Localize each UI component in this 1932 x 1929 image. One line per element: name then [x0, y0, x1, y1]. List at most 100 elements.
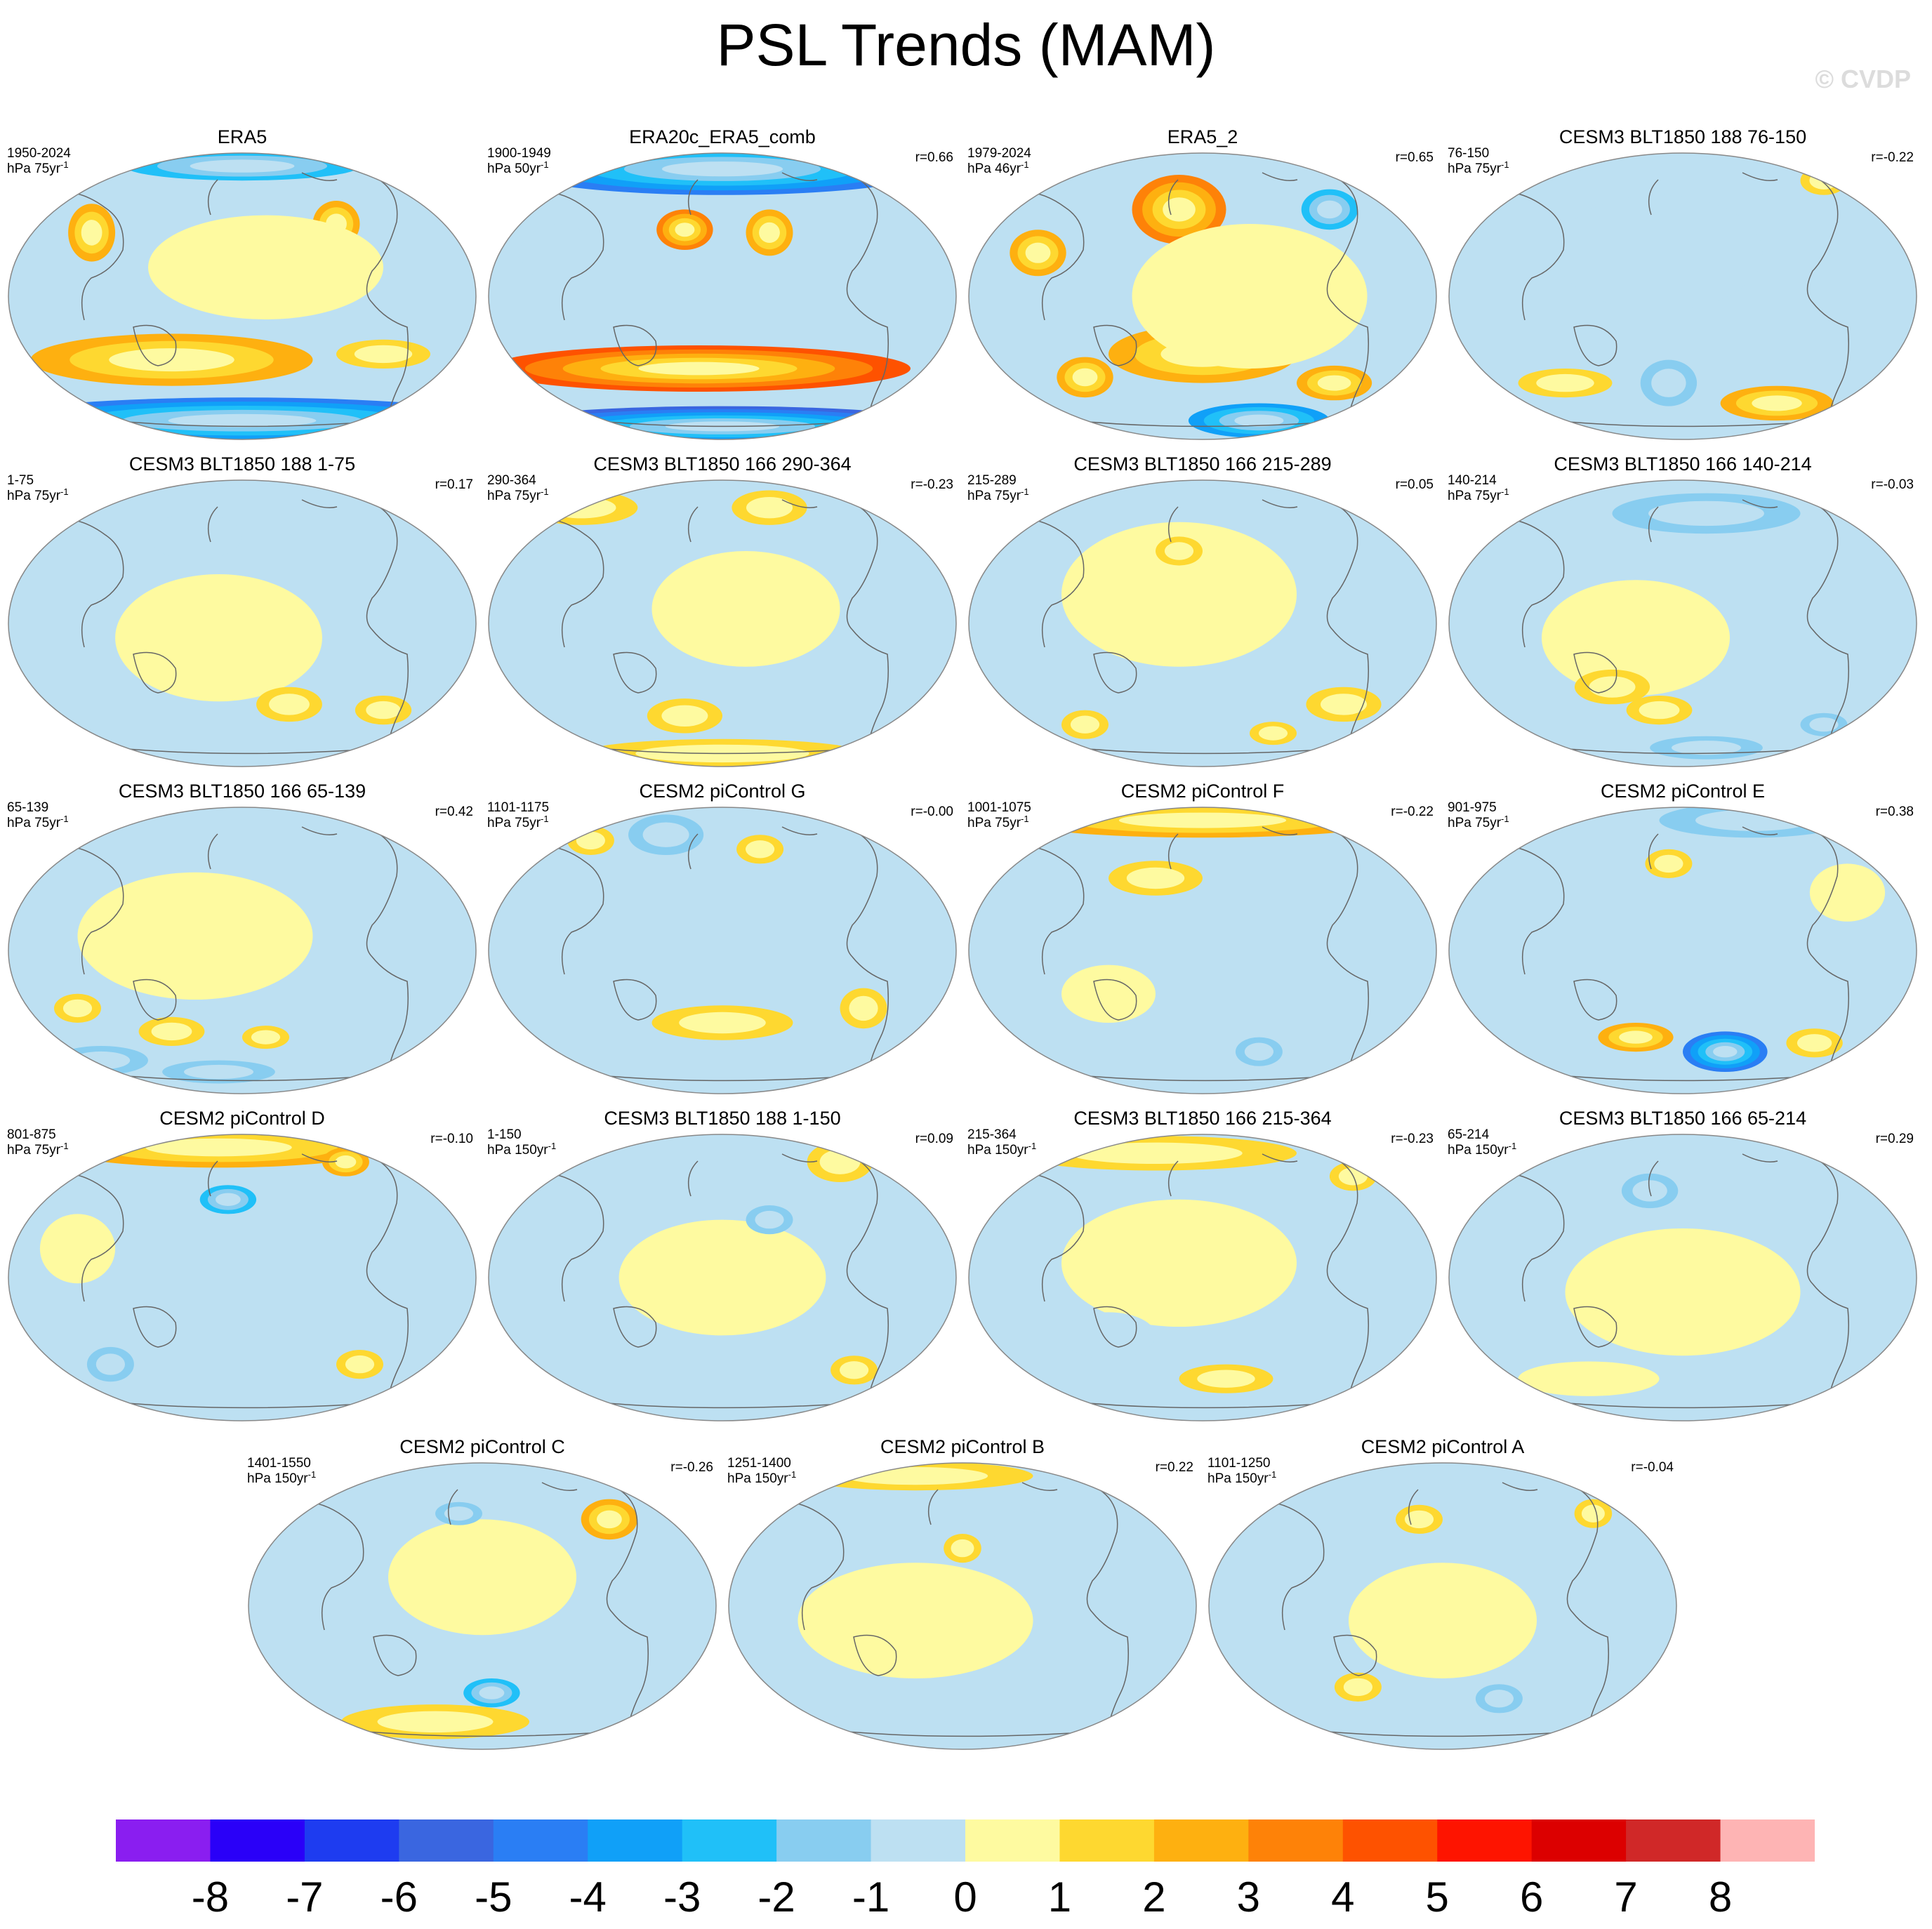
- map-outline: [1448, 1134, 1917, 1421]
- map-outline: [728, 1462, 1197, 1750]
- trend-contour: [1777, 1364, 1824, 1393]
- panel-period: 1-75: [7, 473, 34, 488]
- coastline: [1262, 499, 1298, 508]
- trend-contour: [354, 345, 413, 364]
- coastline: [1262, 1153, 1298, 1162]
- coastline: [1093, 1306, 1137, 1348]
- trend-contour: [1321, 694, 1367, 715]
- trend-contour: [62, 999, 93, 1018]
- panel-units: hPa 75yr-1: [967, 814, 1029, 831]
- colorbar: [116, 1819, 1815, 1862]
- panel-units-exponent: -1: [60, 486, 69, 497]
- trend-contour: [168, 413, 317, 427]
- map-panel: ERA5 1950-2024 hPa 75yr-1: [7, 125, 477, 455]
- coastline: [781, 1153, 818, 1162]
- coastline: [1573, 651, 1617, 694]
- colorbar-tick-label: 4: [1331, 1874, 1355, 1921]
- panel-period: 140-214: [1448, 473, 1497, 488]
- panel-units-exponent: -1: [548, 1141, 557, 1151]
- colorbar-swatch: [682, 1819, 777, 1862]
- panel-correlation: r=-0.04: [1631, 1460, 1674, 1475]
- trend-contour: [1197, 1370, 1255, 1388]
- panel-correlation: r=0.09: [915, 1132, 953, 1146]
- colorbar-swatch: [493, 1819, 588, 1862]
- trend-contour: [1695, 809, 1811, 831]
- trend-map: [968, 152, 1437, 440]
- panel-units-exponent: -1: [1021, 814, 1029, 824]
- panel-units: hPa 75yr-1: [7, 814, 69, 831]
- panel-correlation: r=-0.23: [1391, 1132, 1434, 1146]
- trend-contour: [148, 513, 242, 560]
- panel-units-text: hPa 75yr: [967, 816, 1021, 830]
- coastline: [1326, 1160, 1369, 1407]
- map-panel: CESM3 BLT1850 166 290-364 290-364 hPa 75yr…: [487, 452, 958, 782]
- panel-correlation: r=-0.03: [1871, 477, 1914, 492]
- panel-units: hPa 150yr-1: [487, 1141, 557, 1158]
- colorbar-tick-label: 3: [1236, 1874, 1261, 1921]
- colorbar-swatch: [776, 1819, 872, 1862]
- coastline: [366, 179, 409, 426]
- coastline: [207, 1160, 218, 1197]
- coastline: [48, 191, 124, 321]
- trend-contour: [1068, 1142, 1243, 1164]
- coastline: [48, 518, 124, 648]
- coastline: [1573, 1306, 1617, 1348]
- coastline: [529, 191, 604, 321]
- coastline: [1489, 845, 1565, 975]
- trend-contour: [251, 1030, 281, 1045]
- coastline: [207, 179, 218, 216]
- colorbar-swatch: [1059, 1819, 1155, 1862]
- trend-contour: [1518, 1361, 1660, 1396]
- trend-contour: [1797, 1034, 1832, 1052]
- trend-contour: [638, 362, 760, 376]
- colorbar-tick-label: -8: [191, 1874, 230, 1921]
- trend-contour: [1651, 369, 1686, 397]
- colorbar-tick-label: -5: [475, 1874, 512, 1921]
- coastline: [1009, 845, 1085, 975]
- colorbar-swatch: [210, 1819, 305, 1862]
- coastline: [541, 1482, 578, 1491]
- trend-contour: [1752, 395, 1802, 411]
- colorbar-tick-label: 1: [1047, 1874, 1072, 1921]
- coastline: [613, 651, 657, 694]
- trend-contour: [1164, 542, 1194, 560]
- trend-map: [1448, 807, 1917, 1094]
- map-background: [489, 807, 956, 1094]
- colorbar-swatch: [304, 1819, 399, 1862]
- coastline: [853, 1634, 897, 1676]
- panel-correlation: r=-0.10: [430, 1132, 473, 1146]
- coastline: [529, 845, 604, 975]
- trend-contour: [1713, 1046, 1738, 1058]
- trend-contour: [1809, 863, 1886, 922]
- panel-title: CESM2 piControl G: [639, 781, 806, 802]
- map-panel: CESM3 BLT1850 166 215-364 215-364 hPa 150y…: [967, 1106, 1438, 1436]
- trend-contour: [184, 1064, 253, 1080]
- coastline: [1742, 172, 1778, 181]
- map-panel: CESM3 BLT1850 166 65-214 65-214 hPa 150yr-…: [1448, 1106, 1918, 1436]
- panel-title: CESM3 BLT1850 166 215-364: [1073, 1108, 1332, 1129]
- coastline: [927, 1489, 939, 1525]
- trend-contour: [1343, 1678, 1372, 1697]
- panel-units: hPa 75yr-1: [487, 486, 549, 504]
- trend-contour: [1132, 224, 1368, 369]
- coastline: [1648, 179, 1659, 216]
- trend-contour: [840, 1361, 869, 1379]
- map-panel: CESM2 piControl A 1101-1250 hPa 150yr-1 r=-…: [1208, 1435, 1678, 1765]
- panel-units-exponent: -1: [541, 486, 549, 497]
- colorbar-swatch: [399, 1819, 494, 1862]
- coastline: [289, 1501, 364, 1631]
- panel-title: CESM2 piControl E: [1600, 781, 1766, 802]
- panel-correlation: r=-0.26: [670, 1460, 713, 1475]
- trend-contour: [1639, 701, 1680, 720]
- panel-period: 290-364: [487, 473, 536, 488]
- panel-units-exponent: -1: [60, 814, 69, 824]
- panel-correlation: r=0.65: [1395, 150, 1434, 165]
- panel-units: hPa 150yr-1: [727, 1470, 796, 1487]
- panel-correlation: r=-0.22: [1871, 150, 1914, 165]
- trend-map: [488, 1134, 957, 1421]
- panel-units-exponent: -1: [541, 814, 549, 824]
- trend-contour: [479, 1686, 505, 1699]
- panel-units: hPa 46yr-1: [967, 160, 1029, 177]
- trend-contour: [1565, 1228, 1801, 1356]
- colorbar-tick-label: 7: [1614, 1874, 1638, 1921]
